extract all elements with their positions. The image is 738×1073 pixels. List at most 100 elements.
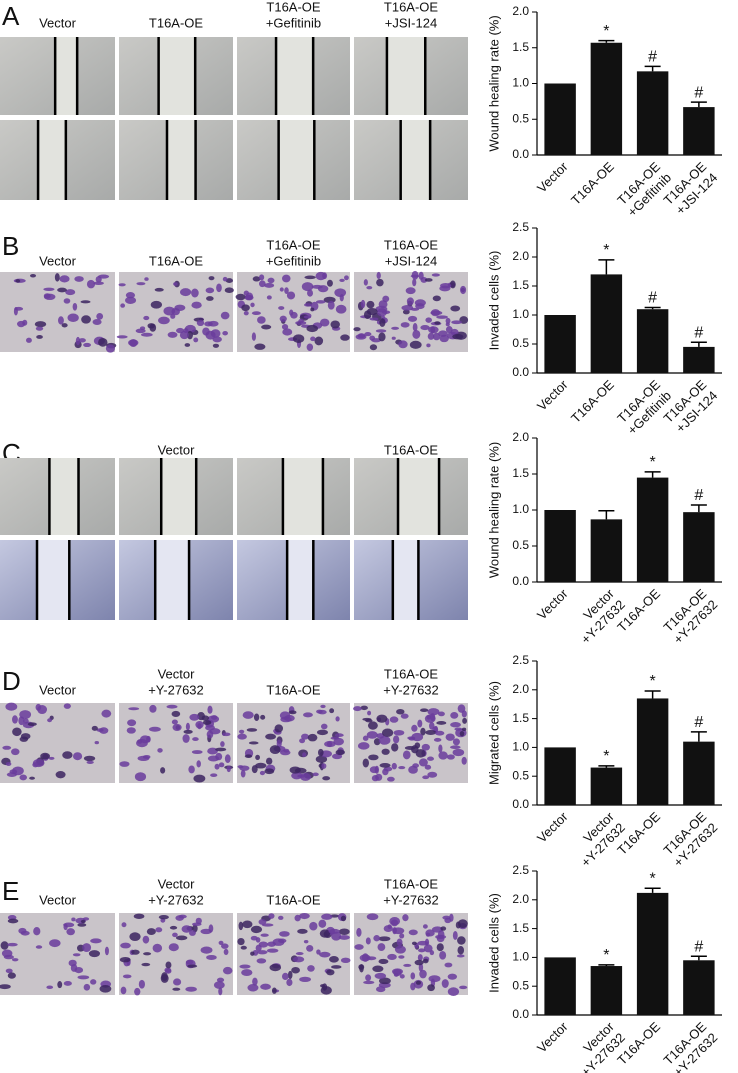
scratch-gap	[401, 120, 429, 200]
stained-cell	[426, 756, 435, 761]
stained-cell	[340, 334, 350, 341]
stained-cell	[47, 718, 53, 723]
stained-cell	[99, 984, 112, 993]
stained-cell	[408, 765, 418, 774]
stained-cell	[362, 758, 369, 768]
stained-cell	[122, 974, 132, 979]
stained-cell	[172, 932, 178, 938]
stained-cell	[172, 987, 181, 991]
scratch-gap	[159, 37, 194, 115]
stained-cell	[320, 704, 326, 709]
stained-cell	[210, 773, 218, 778]
bar	[590, 274, 623, 373]
stained-cell	[335, 716, 340, 722]
stained-cell	[365, 937, 371, 945]
stained-cell	[13, 306, 18, 316]
y-tick-label: 1.0	[512, 76, 529, 90]
stained-cell	[375, 986, 386, 993]
stained-cell	[212, 343, 220, 348]
stained-cell	[205, 330, 216, 340]
stained-cell	[387, 953, 397, 961]
stained-cell	[431, 926, 443, 933]
stained-cell	[75, 336, 81, 346]
stained-cell	[259, 770, 266, 776]
x-tick-label: Vector	[534, 158, 571, 195]
stained-cell	[125, 292, 136, 299]
bar	[544, 510, 576, 582]
stained-cell	[29, 776, 35, 780]
scratch-edge	[157, 37, 160, 115]
scratch-edge	[285, 540, 289, 620]
y-tick-label: 1.5	[512, 278, 529, 292]
stained-cell	[338, 935, 350, 940]
stained-cell	[378, 958, 389, 965]
stained-cell	[164, 968, 172, 974]
image-label: T16A-OE	[384, 0, 439, 14]
stained-cell	[12, 715, 18, 724]
stained-cell	[450, 305, 461, 312]
stained-cell	[152, 943, 163, 953]
stained-cell	[438, 744, 443, 753]
stained-cell	[382, 768, 389, 776]
stained-cell	[286, 978, 293, 987]
stained-cell	[260, 714, 266, 720]
stained-cell	[158, 914, 169, 920]
stained-cell	[320, 986, 332, 995]
stained-cell	[329, 708, 335, 714]
image-label: T16A-OE	[384, 876, 439, 891]
stained-cell	[366, 286, 373, 290]
stained-cell	[247, 983, 259, 992]
stained-cell	[169, 925, 178, 930]
stained-cell	[254, 343, 266, 350]
stained-cell	[330, 320, 340, 329]
stained-cell	[292, 334, 305, 343]
stained-cell	[240, 769, 246, 778]
stained-cell	[425, 317, 432, 323]
stained-cell	[82, 943, 92, 953]
stained-cell	[266, 948, 279, 953]
stained-cell	[5, 968, 13, 974]
bar	[636, 477, 669, 582]
scratch-gap	[167, 120, 195, 200]
micrograph	[354, 913, 468, 995]
stained-cell	[444, 917, 452, 924]
stained-cell	[243, 311, 249, 316]
stained-cell	[90, 979, 97, 985]
scratch-edge	[313, 120, 316, 200]
stained-cell	[281, 324, 289, 330]
stained-cell	[208, 924, 214, 933]
y-tick-label: 0.5	[512, 768, 529, 782]
stained-cell	[141, 962, 151, 967]
y-tick-label: 2.5	[512, 220, 529, 234]
stained-cell	[362, 735, 369, 741]
stained-cell	[418, 758, 428, 767]
stained-cell	[86, 279, 96, 289]
significance-mark: #	[694, 84, 703, 101]
stained-cell	[422, 775, 430, 780]
bar	[544, 83, 576, 155]
stained-cell	[206, 296, 214, 301]
stained-cell	[295, 320, 307, 325]
stained-cell	[389, 716, 399, 723]
y-tick-label: 1.5	[512, 466, 529, 480]
stained-cell	[306, 324, 318, 333]
stained-cell	[302, 752, 307, 758]
stained-cell	[23, 718, 29, 724]
stained-cell	[116, 335, 128, 339]
stained-cell	[279, 315, 287, 322]
stained-cell	[251, 765, 258, 774]
image-label: Vector	[39, 682, 77, 697]
stained-cell	[414, 299, 426, 307]
stained-cell	[195, 721, 204, 729]
stained-cell	[93, 281, 104, 285]
stained-cell	[222, 732, 231, 737]
scratch-gap	[37, 540, 69, 620]
stained-cell	[421, 743, 430, 751]
significance-mark: *	[650, 870, 656, 887]
stained-cell	[189, 713, 200, 721]
stained-cell	[457, 946, 465, 955]
stained-cell	[19, 774, 28, 781]
stained-cell	[120, 942, 131, 949]
stained-cell	[240, 945, 247, 950]
stained-cell	[405, 287, 416, 295]
